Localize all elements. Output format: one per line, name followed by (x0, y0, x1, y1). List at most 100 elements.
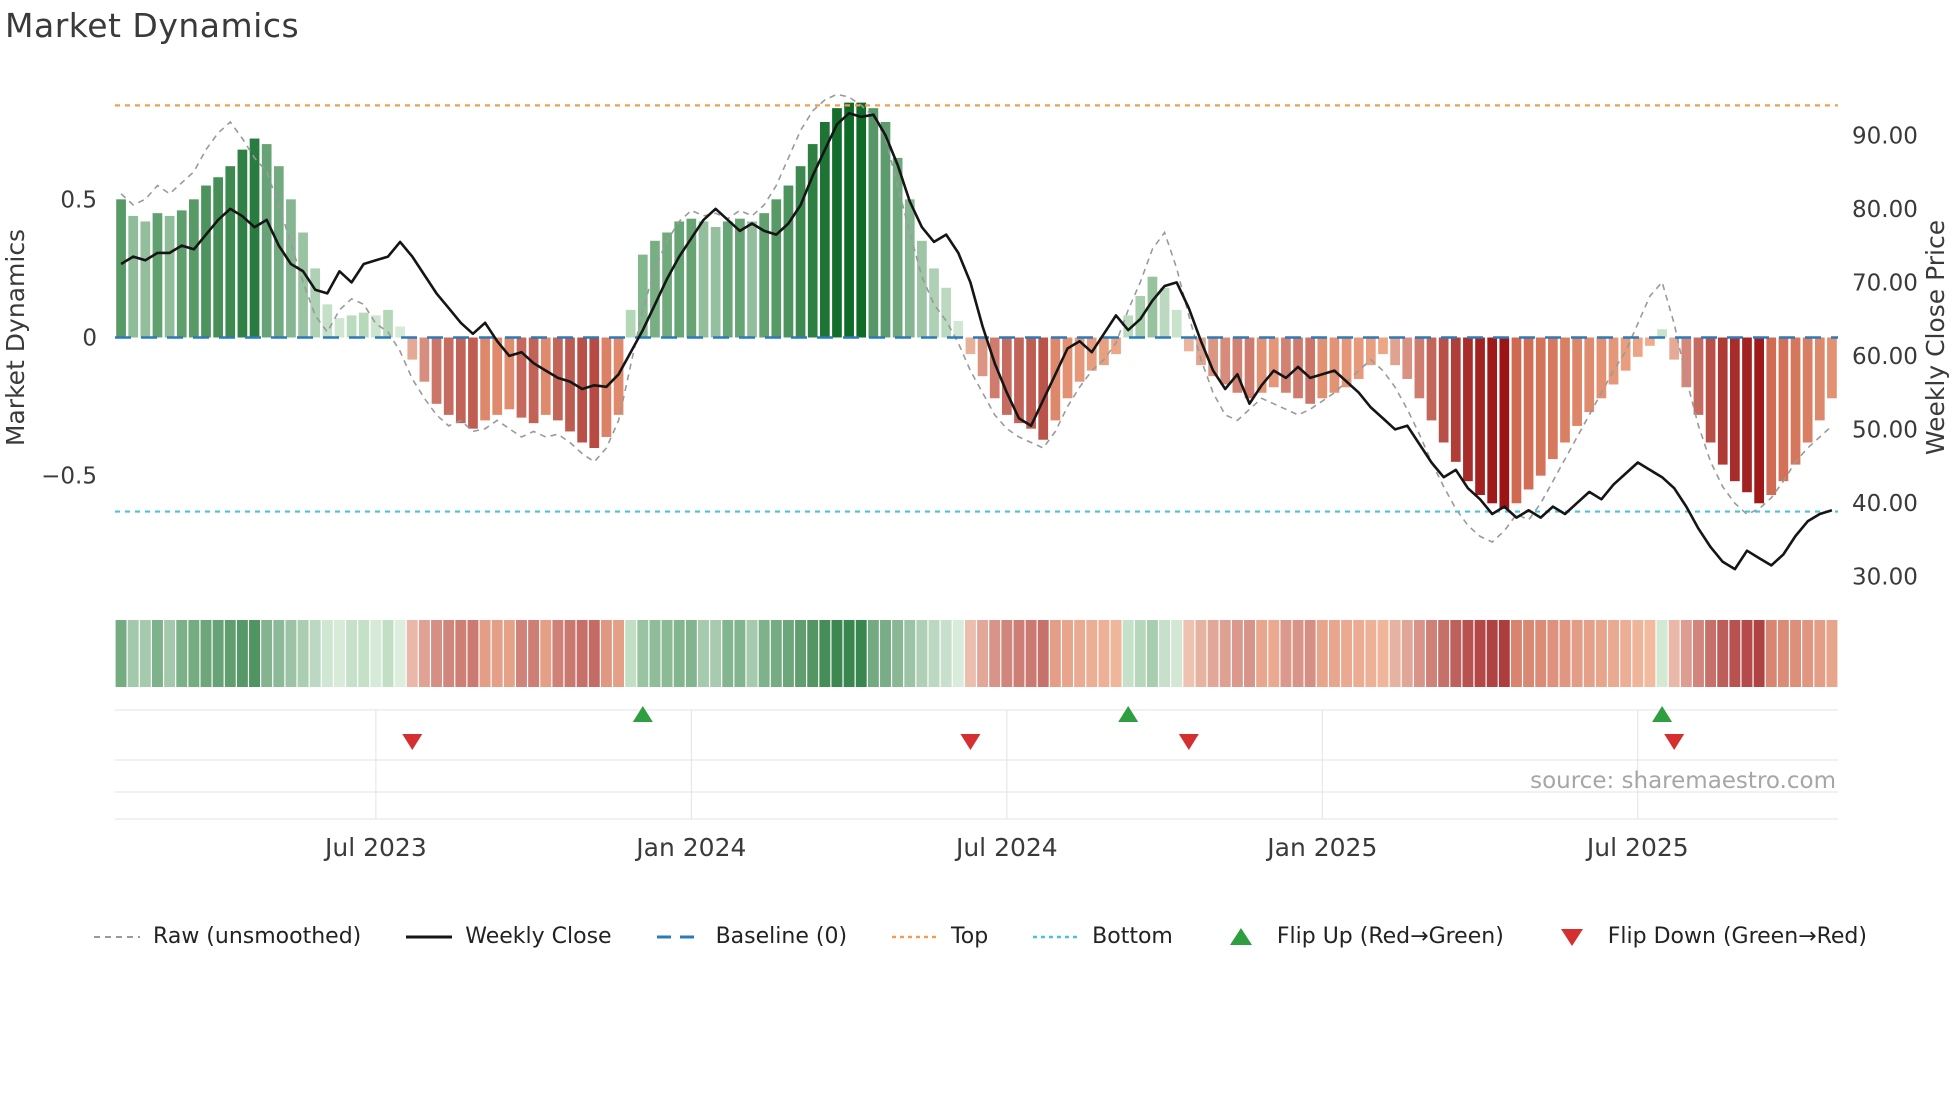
heatmap-cell (1316, 620, 1328, 687)
heatmap-cell (394, 620, 406, 687)
heatmap-cell (916, 620, 928, 687)
right-axis-tick: 70.00 (1852, 270, 1918, 296)
osc-bar (189, 199, 199, 338)
osc-bar (868, 108, 879, 338)
osc-bar (164, 215, 175, 338)
heatmap-cell (673, 620, 685, 687)
osc-bar (844, 102, 854, 338)
heatmap-cell (964, 620, 976, 687)
heatmap-cell (479, 620, 491, 687)
heatmap-cell (1426, 620, 1437, 687)
dot-cyan-icon (1033, 935, 1080, 938)
osc-bar (1438, 337, 1449, 443)
legend-label: Top (951, 924, 989, 949)
dot-orange-icon (892, 935, 939, 938)
heatmap-cell (1086, 620, 1098, 687)
heatmap-cell (722, 620, 734, 687)
heatmap-cell (698, 620, 709, 687)
flip-down-marker (960, 734, 981, 750)
heatmap-cell (358, 620, 370, 687)
osc-bar (176, 210, 187, 338)
heatmap-cell (1523, 620, 1535, 687)
osc-bar (431, 337, 442, 404)
osc-bar (1742, 337, 1752, 493)
heatmap-cell (1231, 620, 1243, 687)
oscillator-bars (116, 102, 1837, 509)
heatmap-cell (1328, 620, 1340, 687)
osc-bar (1341, 337, 1352, 388)
heatmap-cell (236, 620, 248, 687)
osc-bar (941, 287, 952, 338)
left-axis-tick: 0 (82, 326, 97, 352)
heatmap-cell (892, 620, 904, 687)
right-axis-title: Weekly Close Price (1921, 220, 1950, 455)
osc-bar (1620, 337, 1631, 371)
chart-legend: Raw (unsmoothed) Weekly Close Baseline (0)… (0, 924, 1960, 949)
tri-down-red-icon (1560, 928, 1583, 946)
osc-bar (1681, 337, 1692, 388)
osc-bar (468, 337, 478, 429)
osc-bar (371, 315, 381, 338)
osc-bar (880, 121, 891, 338)
osc-bar (1426, 337, 1437, 421)
osc-bar (1147, 276, 1158, 338)
osc-bar (1802, 337, 1813, 443)
heatmap-cell (491, 620, 503, 687)
osc-bar (1669, 337, 1680, 360)
osc-bar (1717, 337, 1728, 465)
osc-bar (322, 304, 333, 338)
heatmap-strip (115, 620, 1838, 687)
heatmap-cell (1462, 620, 1474, 687)
osc-bar (625, 309, 636, 338)
heatmap-cell (552, 620, 564, 687)
osc-bar (1281, 337, 1291, 393)
osc-bar (1766, 337, 1777, 495)
heatmap-cell (1717, 620, 1729, 687)
heatmap-cell (1644, 620, 1656, 687)
osc-bar (1001, 337, 1012, 415)
legend-label: Flip Down (Green→Red) (1607, 924, 1867, 949)
heatmap-cell (455, 620, 467, 687)
osc-bar (1475, 337, 1485, 495)
osc-bar (1196, 337, 1206, 366)
osc-bar (832, 108, 842, 338)
heatmap-cell (661, 620, 673, 687)
left-axis-tick: 0.5 (60, 187, 97, 213)
legend-item-tri-up-green: Flip Up (Red→Green) (1217, 924, 1504, 949)
osc-bar (1645, 337, 1655, 346)
osc-bar (492, 337, 503, 415)
heatmap-cell (782, 620, 794, 687)
heatmap-cell (1814, 620, 1826, 687)
osc-bar (128, 215, 139, 338)
osc-bar (504, 337, 515, 410)
x-axis-tick: Jan 2025 (1265, 833, 1377, 862)
right-axis-tick: 90.00 (1852, 123, 1918, 149)
heatmap-cell (1098, 620, 1110, 687)
osc-bar (249, 138, 260, 338)
osc-bar (1463, 337, 1473, 482)
legend-label: Weekly Close (465, 924, 612, 949)
heatmap-cell (770, 620, 782, 687)
legend-item-tri-down-red: Flip Down (Green→Red) (1548, 924, 1867, 949)
osc-bar (1183, 337, 1194, 352)
osc-bar (1232, 337, 1243, 393)
heatmap-cell (819, 620, 831, 687)
osc-bar (1244, 337, 1255, 399)
heatmap-cell (127, 620, 139, 687)
legend-item-dot-cyan: Bottom (1032, 924, 1173, 949)
osc-bar (455, 337, 466, 424)
osc-bar (989, 337, 1000, 399)
heatmap-cell (795, 620, 807, 687)
heatmap-cell (1535, 620, 1547, 687)
heatmap-cell (1777, 620, 1789, 687)
x-axis-tick: Jul 2023 (323, 833, 427, 862)
heatmap-cell (1583, 620, 1595, 687)
legend-label: Bottom (1092, 924, 1173, 949)
heatmap-cell (1256, 620, 1268, 687)
heatmap-cell (334, 620, 345, 687)
heatmap-cell (1510, 620, 1522, 687)
heatmap-cell (977, 620, 989, 687)
heatmap-cell (1656, 620, 1668, 687)
osc-bar (1535, 337, 1546, 476)
osc-bar (310, 268, 321, 338)
